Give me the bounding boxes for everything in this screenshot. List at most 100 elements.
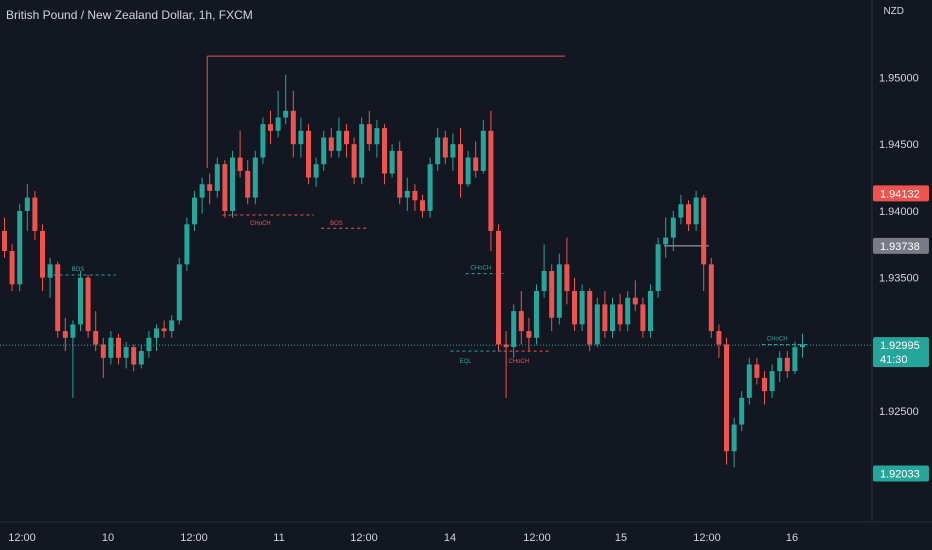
candle-body [769, 371, 775, 392]
candle [9, 244, 15, 292]
candle-body [701, 197, 707, 265]
candle [503, 331, 509, 398]
candle-body [78, 277, 83, 325]
candle-body [648, 291, 653, 332]
annotation-label: BOS [72, 267, 85, 273]
candle-body [632, 297, 638, 305]
price-label: 1.92033 [873, 465, 929, 482]
candle [594, 297, 600, 348]
candle [632, 280, 638, 312]
candle-body [252, 157, 258, 198]
candle-body [686, 204, 691, 225]
price-tick-label: 1.95000 [879, 72, 919, 84]
candle [85, 275, 91, 338]
candle-body [2, 230, 7, 251]
annotations: BOS CHoCH BOS CHoCH EQL CHoCH CHoCH [72, 221, 788, 365]
candle [556, 253, 562, 325]
price-axis[interactable]: 1.95000 1.94500 1.94000 1.93500 1.92500 [879, 72, 919, 418]
candle [32, 190, 38, 241]
symbol-title[interactable]: British Pound / New Zealand Dollar, 1h, … [6, 8, 253, 22]
candle-body [154, 328, 159, 338]
candle-body [724, 344, 729, 452]
candle-body [617, 304, 623, 325]
candle [169, 315, 175, 338]
candle [47, 257, 53, 298]
candle [207, 173, 213, 205]
candle-body [146, 337, 152, 352]
candle [382, 124, 387, 185]
candle-body [24, 197, 30, 211]
price-label: 1.94132 [873, 185, 929, 202]
candle [518, 291, 524, 345]
candle [336, 117, 342, 158]
candle-body [693, 197, 699, 225]
candle [237, 130, 243, 178]
time-tick-label: 12:00 [350, 532, 378, 544]
candle-body [663, 237, 669, 245]
candle [78, 271, 83, 332]
candle [230, 150, 235, 218]
candle-body [739, 397, 745, 425]
candle-body [465, 157, 471, 185]
candle-body [230, 157, 235, 211]
candle [701, 194, 707, 292]
candle-body [199, 184, 205, 198]
candle-body [222, 164, 228, 211]
time-tick-label: 12:00 [693, 532, 721, 544]
candle-body [290, 110, 296, 145]
candle-body [93, 331, 99, 345]
candle-body [526, 331, 532, 338]
candle [290, 90, 296, 158]
candle [511, 304, 517, 358]
candle [268, 110, 273, 145]
candle-body [366, 124, 372, 145]
candle-body [549, 271, 555, 318]
time-axis[interactable]: 12:00 10 12:00 11 12:00 14 12:00 15 12:00 16 [8, 532, 798, 544]
candle [716, 324, 722, 358]
candle-body [655, 244, 661, 292]
candle-body [488, 130, 494, 231]
candle [214, 157, 220, 198]
candle-body [572, 291, 577, 325]
candle-body [450, 144, 456, 158]
candle [389, 144, 395, 178]
candle-body [678, 204, 684, 218]
candle [154, 324, 159, 352]
candle-body [716, 331, 722, 345]
candle-body [9, 250, 15, 285]
candle [442, 130, 448, 165]
candle [146, 331, 152, 358]
price-label-box [873, 465, 929, 482]
candle [648, 284, 653, 338]
candle-body [298, 130, 304, 145]
candle-body [480, 130, 486, 171]
candle-body [518, 311, 524, 332]
candle-body [602, 304, 608, 332]
grid [0, 0, 932, 523]
candle-body [207, 184, 213, 191]
time-tick-label: 15 [615, 532, 627, 544]
candle [275, 90, 281, 138]
candle [587, 288, 593, 352]
candle [496, 224, 501, 352]
candle-body [442, 137, 448, 158]
candle-body [587, 291, 593, 345]
candle-body [161, 328, 167, 332]
price-labels: 1.94132 1.93738 1.92995 41:30 1.92033 [873, 185, 929, 482]
candle-body [420, 200, 425, 211]
candle-body [40, 230, 45, 278]
candle [473, 141, 479, 178]
candle [344, 124, 349, 158]
time-tick-label: 12:00 [180, 532, 208, 544]
price-label-text: 1.93738 [880, 241, 920, 253]
candle [17, 204, 23, 292]
candle-body [176, 264, 182, 321]
time-tick-label: 10 [102, 532, 114, 544]
candle [617, 293, 623, 332]
candle [70, 320, 76, 398]
candle-body [503, 344, 509, 348]
candle [260, 117, 266, 165]
candle [199, 177, 205, 214]
candle-body [762, 377, 767, 392]
